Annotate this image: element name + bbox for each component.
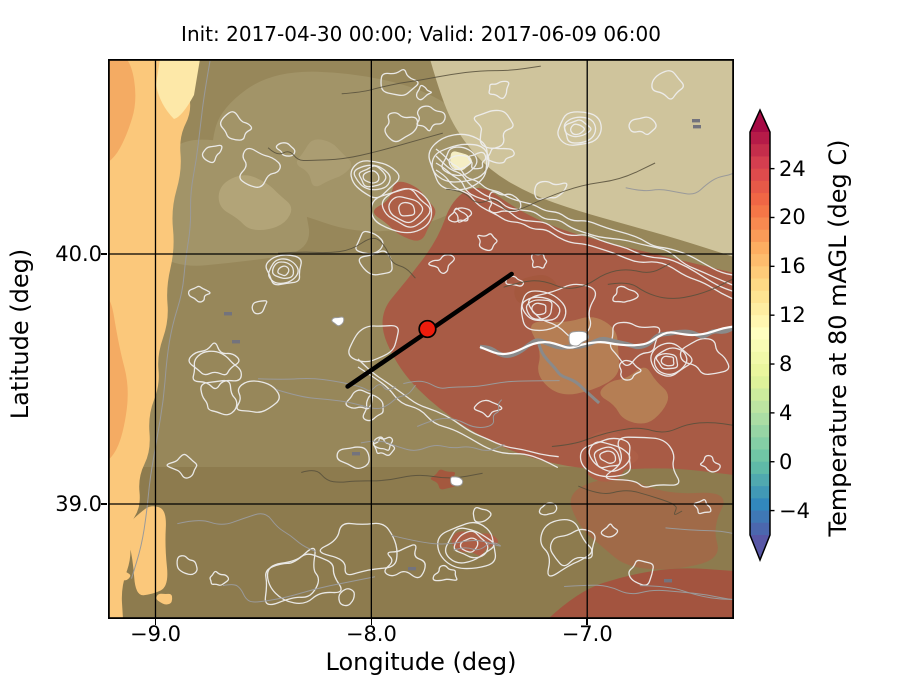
colorbar [749, 108, 775, 563]
map-layers [108, 59, 734, 619]
y-axis-label: Latitude (deg) [6, 248, 34, 420]
colorbar-tick-label: 20 [779, 205, 806, 230]
y-tick-mark [101, 503, 107, 505]
colorbar-tick-label: 8 [779, 352, 793, 377]
graticule [108, 59, 734, 619]
region-pale-northeast [430, 59, 734, 257]
colorbar-label: Temperature at 80 mAGL (deg C) [824, 139, 852, 537]
colorbar-extend-min [750, 535, 770, 560]
temperature-contours-white [166, 69, 734, 607]
river [479, 325, 734, 356]
x-tick-label: −7.0 [561, 622, 613, 646]
x-axis-label: Longitude (deg) [325, 648, 517, 676]
x-tick-mark [370, 619, 373, 625]
site-marker [418, 319, 437, 339]
colorbar-bands [750, 132, 770, 536]
terrain-contours-gray [131, 60, 734, 603]
y-tick-label: 39.0 [55, 492, 102, 516]
colorbar-tick-label: 24 [779, 156, 806, 181]
colorbar-tick-label: 0 [779, 449, 793, 474]
coastal-pale-strip [156, 59, 200, 119]
colorbar-tick-label: 12 [779, 303, 806, 328]
colorbar-tick-label: 4 [779, 400, 793, 425]
map-plot-area [108, 59, 734, 619]
plot-border [108, 59, 734, 619]
ocean [108, 59, 194, 619]
colorbar-tick-label: 16 [779, 254, 806, 279]
plot-title: Init: 2017-04-30 00:00; Valid: 2017-06-0… [181, 22, 661, 46]
colorbar-outline [749, 108, 771, 563]
colorbar-tick-label: −4 [779, 498, 810, 523]
terrain-contours-dark [267, 65, 734, 515]
x-tick-mark [154, 619, 157, 625]
x-tick-mark [586, 619, 588, 625]
x-tick-label: −8.0 [345, 622, 397, 646]
x-tick-label: −9.0 [129, 622, 181, 646]
y-tick-label: 40.0 [55, 242, 102, 266]
colorbar-extend-max [750, 110, 770, 132]
y-tick-mark [101, 253, 107, 255]
